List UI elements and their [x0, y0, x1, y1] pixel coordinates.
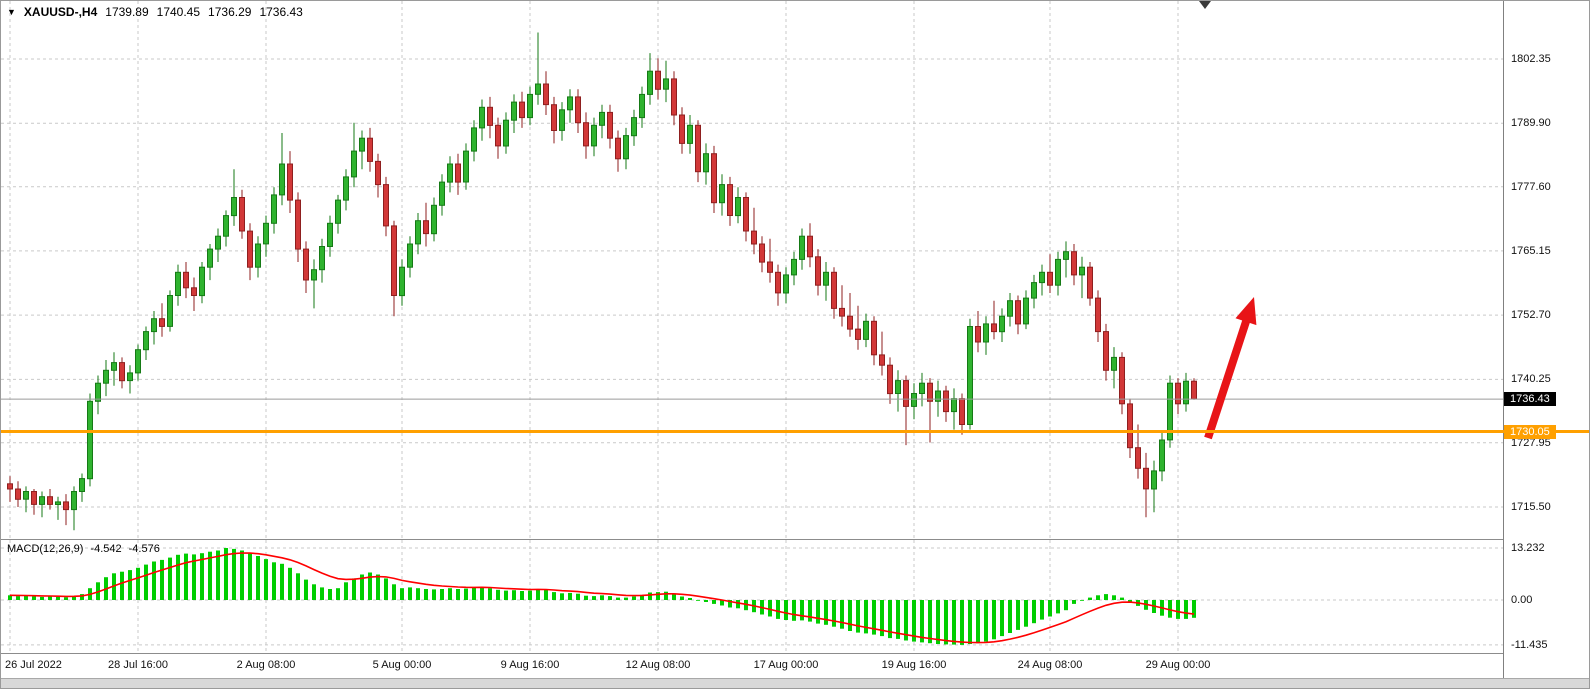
time-axis-label: 29 Aug 00:00: [1145, 659, 1211, 671]
macd-name: MACD(12,26,9): [7, 543, 84, 555]
time-axis-label: 19 Aug 16:00: [881, 659, 947, 671]
current-price-badge: 1736.43: [1504, 392, 1556, 406]
price-axis-label: 1727.95: [1511, 437, 1551, 449]
time-axis-label: 28 Jul 16:00: [108, 659, 168, 671]
symbol-dropdown-icon[interactable]: ▼: [7, 7, 16, 17]
chart-shift-marker-icon[interactable]: [1199, 1, 1211, 9]
price-axis-label: 1802.35: [1511, 53, 1551, 65]
macd-axis-label: -11.435: [1511, 639, 1548, 651]
price-axis-label: 1789.90: [1511, 117, 1551, 129]
price-chart-canvas: [1, 1, 1503, 539]
macd-signal-line: [9, 552, 1195, 644]
time-axis[interactable]: 26 Jul 2022 28 Jul 16:00 2 Aug 08:00 5 Aug …: [1, 654, 1503, 678]
macd-panel[interactable]: MACD(12,26,9) -4.542 -4.576: [1, 540, 1503, 653]
price-axis-label: 1740.25: [1511, 373, 1551, 385]
price-axis-label: 1765.15: [1511, 245, 1551, 257]
price-axis-label: 1752.70: [1511, 309, 1551, 321]
price-chart-panel[interactable]: ▼ XAUUSD-,H4 1739.89 1740.45 1736.29 173…: [1, 1, 1503, 539]
time-axis-label: 2 Aug 08:00: [236, 659, 296, 671]
trend-arrow[interactable]: [1204, 297, 1257, 440]
ohlc-open: 1739.89: [105, 5, 149, 19]
macd-histogram: [8, 548, 1196, 645]
time-axis-label: 24 Aug 08:00: [1017, 659, 1083, 671]
time-axis-label: 5 Aug 00:00: [372, 659, 432, 671]
panel-divider[interactable]: [1, 539, 1589, 540]
macd-indicator-label: MACD(12,26,9) -4.542 -4.576: [7, 543, 160, 555]
time-axis-label: 17 Aug 00:00: [753, 659, 819, 671]
window-bottom-strip: [1, 678, 1589, 688]
main-grid: [1, 1, 1503, 539]
macd-axis-label: 13.232: [1511, 542, 1545, 554]
price-scale[interactable]: 1736.43 1730.05 1802.35 1789.90 1777.60 176…: [1503, 1, 1589, 678]
price-axis-label: 1715.50: [1511, 501, 1551, 513]
panel-divider-bottom[interactable]: [1, 653, 1589, 654]
symbol-period-label: XAUUSD-,H4: [23, 5, 98, 19]
macd-value-signal: -4.576: [128, 543, 160, 555]
hline-price-badge: 1730.05: [1504, 425, 1556, 439]
macd-value-main: -4.542: [90, 543, 122, 555]
horizontal-support-line[interactable]: [1, 430, 1589, 433]
macd-axis-label: 0.00: [1511, 594, 1533, 606]
ohlc-high: 1740.45: [156, 5, 201, 19]
candlestick-series: [7, 32, 1197, 531]
ohlc-close: 1736.43: [259, 5, 303, 19]
price-axis-label: 1777.60: [1511, 181, 1551, 193]
macd-canvas: [1, 540, 1503, 653]
time-axis-label: 12 Aug 08:00: [625, 659, 691, 671]
time-axis-label: 26 Jul 2022: [5, 659, 62, 671]
chart-title: ▼ XAUUSD-,H4 1739.89 1740.45 1736.29 173…: [7, 5, 303, 19]
time-axis-label: 9 Aug 16:00: [500, 659, 560, 671]
ohlc-low: 1736.29: [208, 5, 252, 19]
